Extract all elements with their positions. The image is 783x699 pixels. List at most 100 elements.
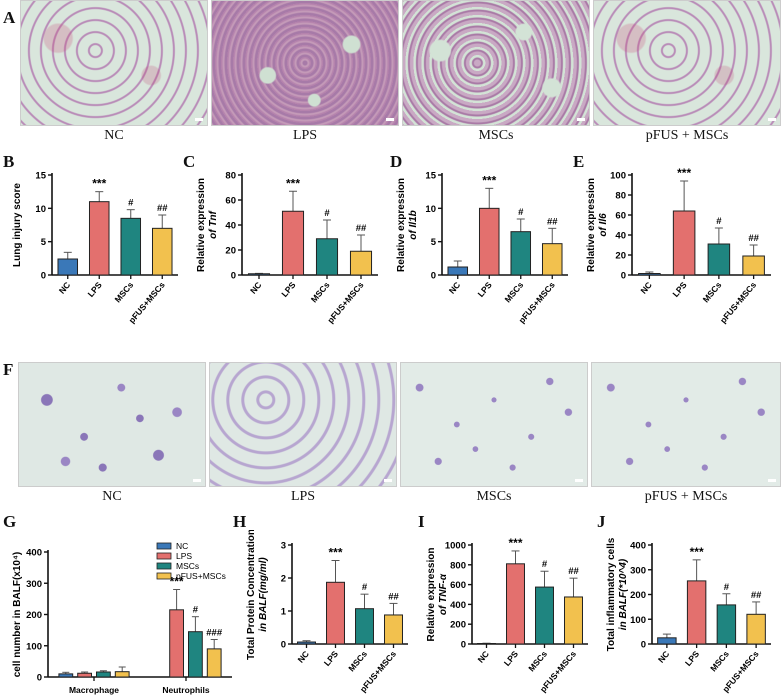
chart-j: Total inflammatory cells in BALF(*10^4) 0 1… — [606, 537, 771, 694]
significance-marker: ## — [356, 223, 367, 234]
legend-label: LPS — [176, 551, 192, 561]
x-tick-label: NC — [475, 649, 491, 665]
y-tick-label: 1 — [281, 607, 287, 618]
x-tick-label: LPS — [279, 280, 297, 299]
significance-marker: ## — [157, 203, 168, 214]
micrograph-a-pfus-mscs — [593, 0, 781, 126]
bar-mscs — [716, 604, 737, 645]
y-axis-label: in BALF(mg/ml) — [258, 557, 269, 632]
y-axis-label: cell number in BALF(x10⁴) — [12, 552, 23, 678]
y-tick-label: 5 — [431, 237, 437, 248]
bar-pfus-mscs — [114, 671, 130, 678]
x-tick-label: LPS — [322, 649, 340, 668]
bar-mscs — [355, 608, 374, 645]
y-tick-label: 400 — [26, 548, 42, 559]
bar-mscs — [510, 231, 532, 276]
y-tick-label: 60 — [615, 211, 626, 222]
x-tick-label: MSCs — [708, 649, 731, 674]
y-axis-label: of Il6 — [598, 213, 609, 237]
significance-marker: # — [542, 559, 548, 570]
bar-nc — [657, 637, 677, 645]
x-tick-label: LPS — [85, 280, 103, 299]
micrograph-label: LPS — [292, 128, 318, 143]
significance-marker: # — [193, 605, 199, 616]
y-tick-label: 80 — [615, 191, 626, 202]
bar-pfus-mscs — [384, 614, 403, 645]
micrograph-label: LPS — [290, 489, 316, 504]
panel-letter-i: I — [418, 512, 425, 531]
legend-swatch — [156, 542, 172, 550]
chart-h: Total Protein Concentration in BALF(mg/ml… — [246, 530, 408, 694]
micrograph-label: NC — [102, 489, 122, 504]
bar-mscs — [535, 586, 554, 645]
micrograph-label: MSCs — [478, 128, 514, 143]
bar-lps — [506, 563, 525, 645]
y-tick-label: 0 — [281, 640, 286, 651]
x-tick-label: LPS — [475, 280, 493, 299]
y-tick-label: 20 — [615, 251, 626, 262]
y-tick-label: 15 — [425, 171, 436, 182]
bar-pfus-mscs — [541, 243, 563, 276]
legend-swatch — [156, 572, 172, 580]
chart-g: cell number in BALF(x10⁴) 0 100 200 300 400 Ma… — [12, 541, 232, 695]
significance-marker: # — [324, 208, 330, 219]
micrograph-f-pfus-mscs — [591, 362, 781, 487]
micrograph-f-lps — [209, 362, 397, 487]
bar-lps — [88, 201, 110, 276]
y-tick-label: 100 — [610, 171, 626, 182]
panel-letter-c: C — [183, 152, 196, 171]
micrograph-label: NC — [104, 128, 124, 143]
bar-pfus-mscs — [349, 250, 373, 276]
significance-marker: *** — [170, 575, 184, 589]
y-axis-label: Relative expression — [586, 178, 597, 272]
micrograph-f-mscs — [400, 362, 588, 487]
panel-letter-f: F — [3, 360, 14, 379]
bar-pfus-mscs — [151, 227, 173, 276]
y-tick-label: 1000 — [445, 541, 466, 552]
y-tick-label: 0 — [231, 271, 236, 282]
y-tick-label: 0 — [37, 673, 42, 684]
y-tick-label: 15 — [35, 171, 46, 182]
chart-e: Relative expression of Il6 0 20 40 60 80 100 NC *… — [586, 166, 771, 326]
x-tick-label: pFUS+MSCs — [718, 280, 758, 326]
y-tick-label: 600 — [450, 580, 466, 591]
scale-bar — [577, 118, 585, 121]
bar-lps — [672, 210, 696, 276]
y-axis-label: Relative expression — [396, 178, 407, 272]
scale-bar — [195, 118, 203, 121]
micrograph-label: pFUS + MSCs — [644, 489, 728, 504]
micrograph-a-mscs — [402, 0, 590, 126]
bar-pfus-mscs — [742, 255, 765, 276]
x-tick-label: MSCs — [701, 280, 724, 305]
y-tick-label: 0 — [641, 640, 646, 651]
y-tick-label: 2 — [281, 574, 286, 585]
significance-marker: *** — [286, 176, 300, 190]
bar-mscs — [120, 217, 142, 276]
y-tick-label: 100 — [26, 641, 42, 652]
legend-label: MSCs — [176, 561, 199, 571]
significance-marker: ## — [751, 590, 762, 601]
bar-lps — [326, 581, 345, 645]
scale-bar — [193, 479, 201, 482]
y-tick-label: 10 — [35, 204, 46, 215]
bar-nc — [58, 673, 74, 678]
panel-letter-d: D — [390, 152, 403, 171]
bar-pfus-mscs — [564, 596, 583, 645]
y-tick-label: 100 — [630, 615, 646, 626]
x-tick-label: MSCs — [309, 280, 332, 305]
chart-c: Relative expression of Tnf 0 20 40 60 80 NC *** L… — [196, 171, 378, 325]
panel-letter-h: H — [233, 512, 247, 531]
y-tick-label: 5 — [41, 237, 47, 248]
chart-b: Lung injury score051015NC***LPS#MSCs##pF… — [12, 171, 178, 325]
significance-marker: # — [716, 216, 722, 227]
panel-letter-g: G — [3, 512, 17, 531]
x-tick-label: NC — [248, 280, 264, 296]
bar-mscs — [315, 238, 339, 276]
bar-lps — [169, 609, 184, 678]
micrograph-f-nc — [18, 362, 206, 487]
y-tick-label: 40 — [225, 221, 236, 232]
bar-lps — [478, 207, 500, 276]
y-tick-label: 300 — [630, 565, 646, 576]
micrograph-label: pFUS + MSCs — [645, 128, 729, 143]
y-axis-label: Relative expression — [426, 548, 437, 642]
